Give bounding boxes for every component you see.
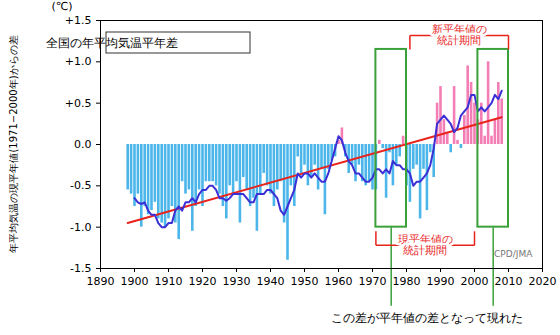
svg-text:+0.5: +0.5 [65,97,92,110]
svg-text:+1.0: +1.0 [65,55,92,68]
svg-text:全国の年平均気温平年差: 全国の年平均気温平年差 [46,36,178,50]
svg-text:1980: 1980 [393,275,421,288]
svg-text:年平均気温の現平年値(1971−2000年)からの差: 年平均気温の現平年値(1971−2000年)からの差 [8,35,19,252]
svg-text:1970: 1970 [359,275,387,288]
svg-text:1990: 1990 [427,275,455,288]
svg-text:2000: 2000 [461,275,489,288]
svg-text:1950: 1950 [291,275,319,288]
svg-text:1920: 1920 [189,275,217,288]
svg-text:-1.0: -1.0 [70,221,91,234]
svg-text:1910: 1910 [155,275,183,288]
svg-text:1930: 1930 [223,275,251,288]
svg-text:1960: 1960 [325,275,353,288]
svg-text:-0.5: -0.5 [70,179,91,192]
svg-text:(℃): (℃) [52,0,73,13]
svg-text:2010: 2010 [495,275,523,288]
svg-text:+1.5: +1.5 [65,14,92,27]
svg-text:新平年値の統計期間: 新平年値の統計期間 [432,23,487,47]
svg-text:1890: 1890 [87,275,115,288]
svg-text:-1.5: -1.5 [70,262,91,275]
svg-text:1900: 1900 [121,275,149,288]
svg-text:1940: 1940 [257,275,285,288]
svg-text:この差が平年値の差となって現れた: この差が平年値の差となって現れた [331,311,523,325]
svg-text:現平年値の統計期間: 現平年値の統計期間 [398,233,453,257]
svg-text:0.0: 0.0 [74,138,92,151]
svg-text:CPD/JMA: CPD/JMA [494,249,533,259]
svg-text:2020: 2020 [529,275,557,288]
